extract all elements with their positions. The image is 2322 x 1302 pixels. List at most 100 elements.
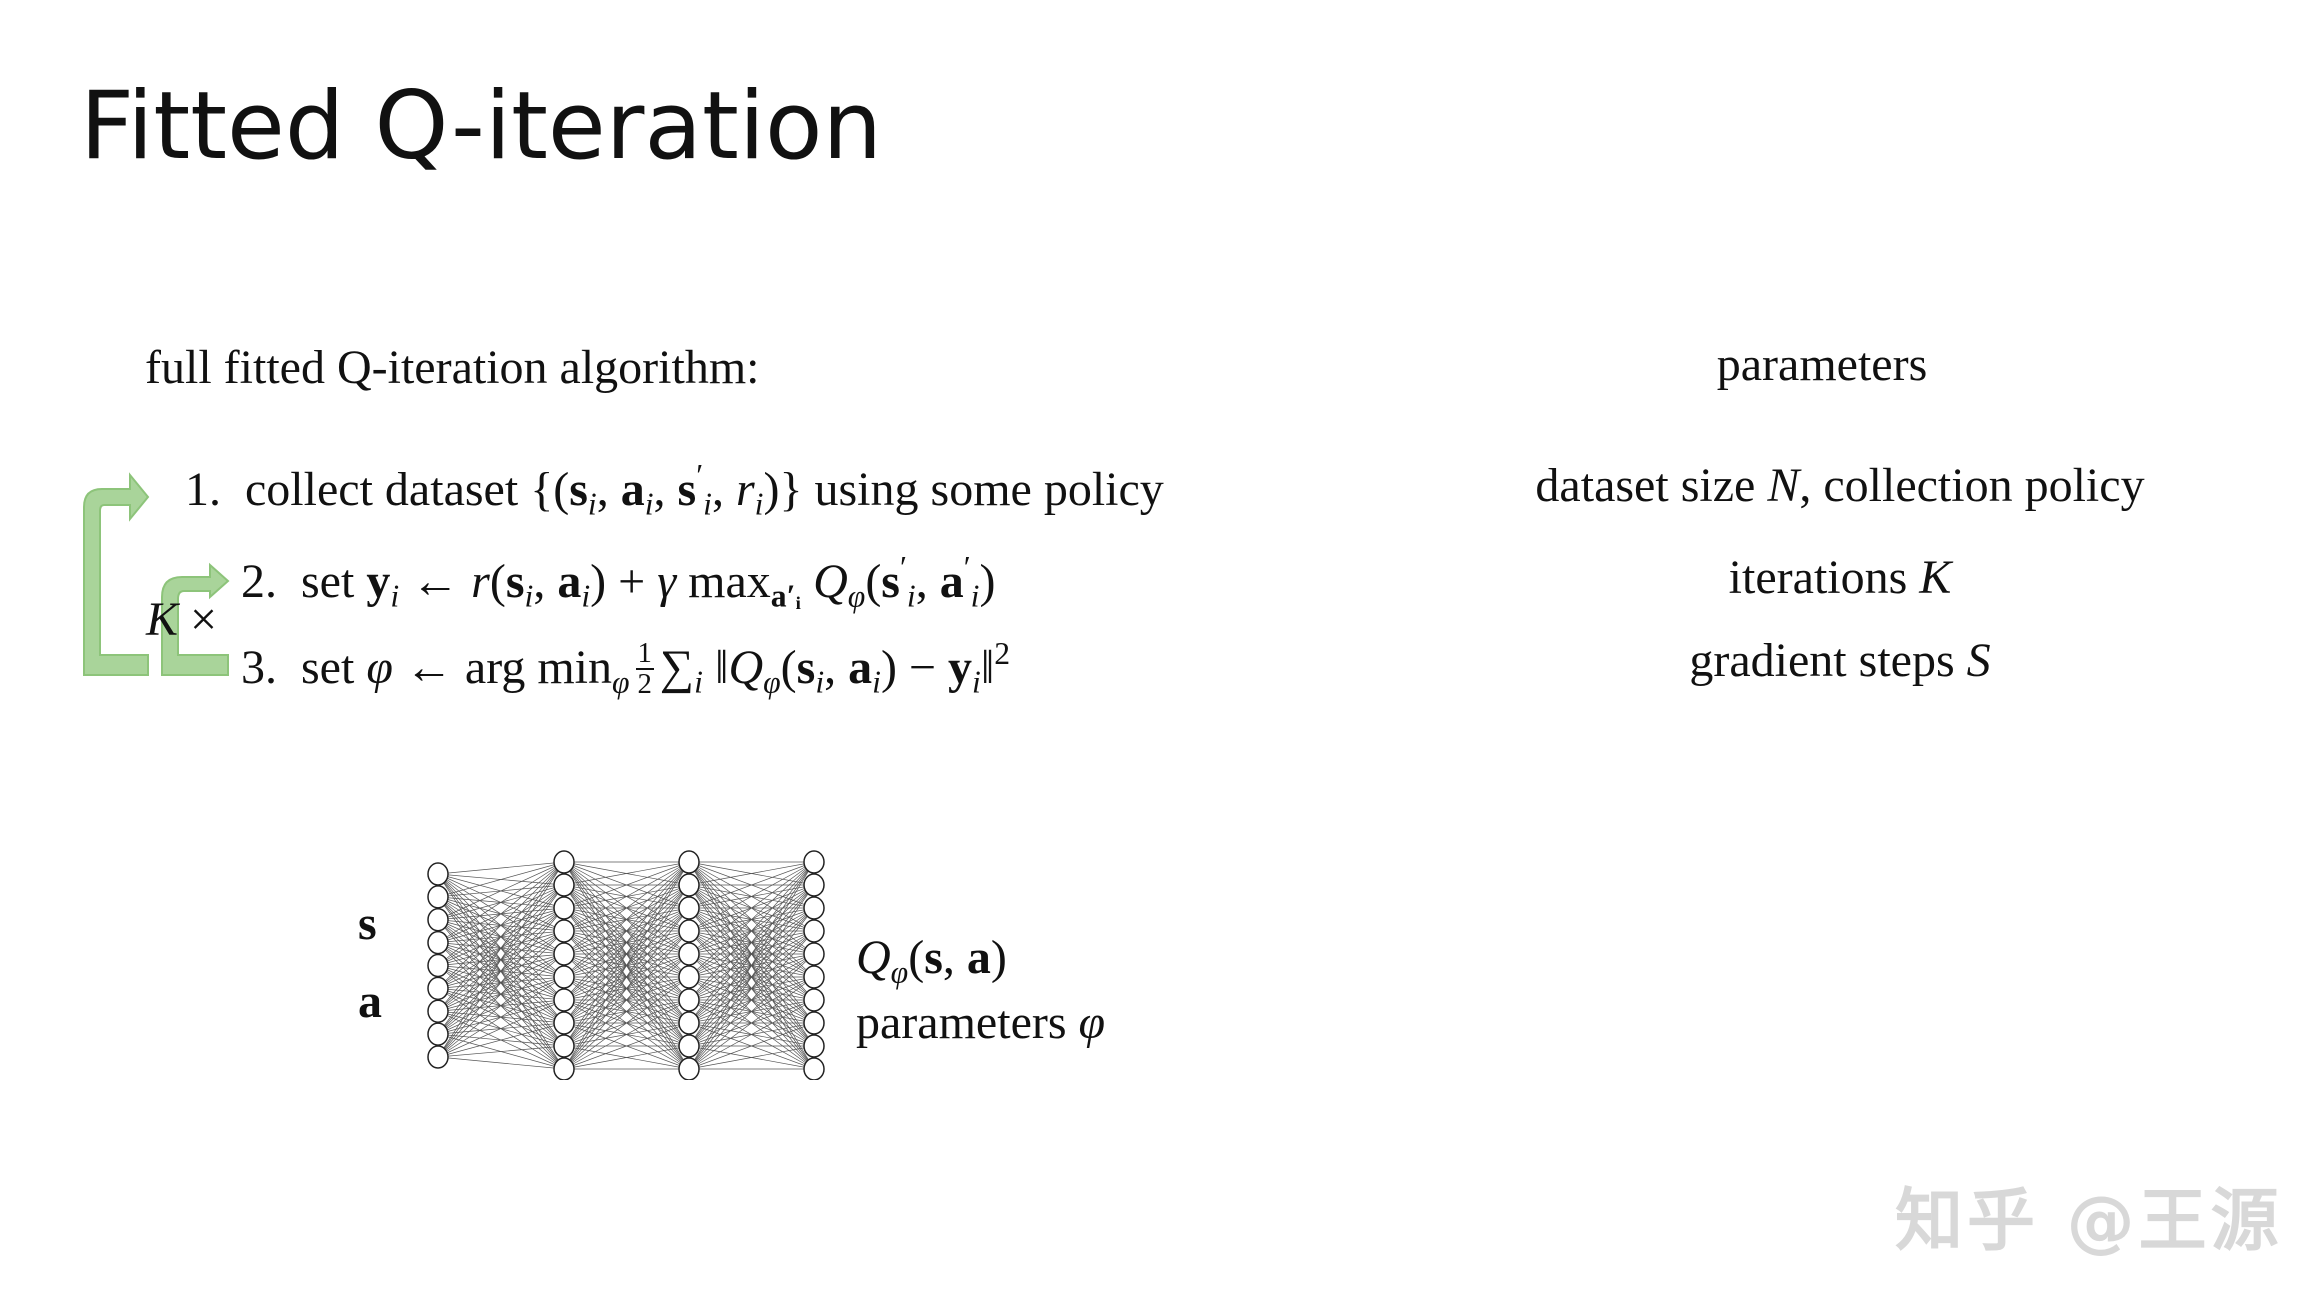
math-token: s xyxy=(505,555,525,608)
math-token: , xyxy=(915,555,940,608)
network-edge xyxy=(437,861,565,898)
math-token: φ xyxy=(847,578,866,614)
math-token: i xyxy=(970,578,980,614)
slide-title: Fitted Q-iteration xyxy=(80,72,883,181)
math-token: y xyxy=(366,555,391,608)
network-node xyxy=(803,1034,825,1058)
network-edge xyxy=(688,861,815,978)
network-edge xyxy=(688,861,815,932)
math-token: ) xyxy=(990,931,1007,984)
network-node xyxy=(678,850,700,874)
math-token: ( xyxy=(489,555,506,608)
math-token: i xyxy=(906,578,916,614)
math-token: y xyxy=(948,641,972,694)
network-edge xyxy=(437,1056,565,1070)
network-node xyxy=(427,885,449,909)
network-edge xyxy=(563,861,690,932)
math-token: ∑ xyxy=(659,641,695,694)
network-node xyxy=(427,1045,449,1069)
network-edge xyxy=(437,1022,565,1058)
math-token: ← arg min xyxy=(392,641,612,694)
outer-loop-arrow-icon xyxy=(83,472,150,676)
network-edge xyxy=(688,976,815,1070)
math-token: , xyxy=(533,555,558,608)
math-token: a′ᵢ xyxy=(770,578,802,614)
network-node xyxy=(803,896,825,920)
network-edge xyxy=(688,907,815,1070)
math-token: , xyxy=(653,463,678,516)
network-edge xyxy=(563,953,690,1070)
math-token: ( xyxy=(780,641,797,694)
network-node xyxy=(427,999,449,1023)
network-edge xyxy=(688,861,815,886)
network-edge xyxy=(563,930,690,1070)
network-edge xyxy=(437,884,565,1058)
math-token: i xyxy=(390,578,400,614)
math-token: , xyxy=(711,463,736,516)
math-token: , collection policy xyxy=(1799,459,2145,512)
network-node xyxy=(803,850,825,874)
neural-network-diagram xyxy=(427,850,825,1080)
math-token: K xyxy=(1919,551,1952,604)
network-edge xyxy=(563,861,690,1024)
network-node xyxy=(553,942,575,966)
input-s-label: s xyxy=(358,897,377,950)
network-node xyxy=(427,930,449,955)
math-token: φ xyxy=(366,641,393,694)
network-edge xyxy=(437,976,565,1058)
network-edge xyxy=(563,861,690,1047)
k-times-label: K × xyxy=(146,592,217,647)
inner-loop-arrow-icon xyxy=(161,562,230,676)
network-edge xyxy=(688,861,815,955)
network-node xyxy=(803,1057,825,1080)
network-edge xyxy=(688,999,815,1070)
network-edge xyxy=(437,861,565,943)
network-node xyxy=(553,1011,575,1035)
network-edge xyxy=(563,861,690,886)
math-token: Q xyxy=(728,641,764,694)
network-edge xyxy=(688,861,815,1001)
param-gradient-steps: gradient steps S xyxy=(1689,633,1990,688)
math-token: ) xyxy=(979,555,996,608)
network-edge xyxy=(563,861,690,978)
network-edge xyxy=(437,861,565,921)
network-edge xyxy=(563,1022,690,1070)
math-token: s xyxy=(677,463,697,516)
network-edge xyxy=(688,884,815,1070)
math-token: S xyxy=(1966,634,1991,687)
math-token: , xyxy=(824,641,849,694)
network-edge xyxy=(688,930,815,1070)
network-node xyxy=(678,896,700,920)
step-2: 2. set yi ← r(si, ai) + γ maxa′ᵢ Qφ(s′i,… xyxy=(241,550,995,615)
math-token: N xyxy=(1767,459,1800,512)
network-node xyxy=(803,873,825,897)
network-node xyxy=(553,850,575,874)
math-token: ) − xyxy=(880,641,948,694)
network-node xyxy=(678,1034,700,1058)
network-edge xyxy=(563,999,690,1070)
math-token: )} using some policy xyxy=(763,463,1164,516)
math-token: 3. set xyxy=(241,641,367,694)
step-3: 3. set φ ← arg minφ 1 2 ∑i ‖Qφ(si, ai) − yi… xyxy=(241,636,1010,701)
network-node xyxy=(553,965,575,989)
math-token: ← xyxy=(399,555,472,608)
math-token: a xyxy=(848,641,873,694)
math-token: K xyxy=(146,593,179,646)
math-token: ‖ xyxy=(702,641,729,694)
math-token: ‖ xyxy=(980,641,995,694)
network-node xyxy=(678,919,700,943)
network-node xyxy=(803,1011,825,1035)
math-token: i xyxy=(581,578,591,614)
math-token: gradient steps xyxy=(1689,634,1967,687)
network-edge xyxy=(437,930,565,1058)
math-token: i xyxy=(587,486,597,522)
math-token: r xyxy=(735,463,755,516)
network-edge xyxy=(437,861,565,1035)
step-1: 1. collect dataset {(si, ai, s′i, ri)} u… xyxy=(185,458,1164,523)
math-token: a xyxy=(966,931,991,984)
math-token: φ xyxy=(1078,996,1106,1049)
parameters-heading: parameters xyxy=(1716,338,1928,391)
network-edge xyxy=(437,861,565,1058)
math-token: parameters xyxy=(856,996,1079,1049)
math-token: i xyxy=(694,664,703,700)
